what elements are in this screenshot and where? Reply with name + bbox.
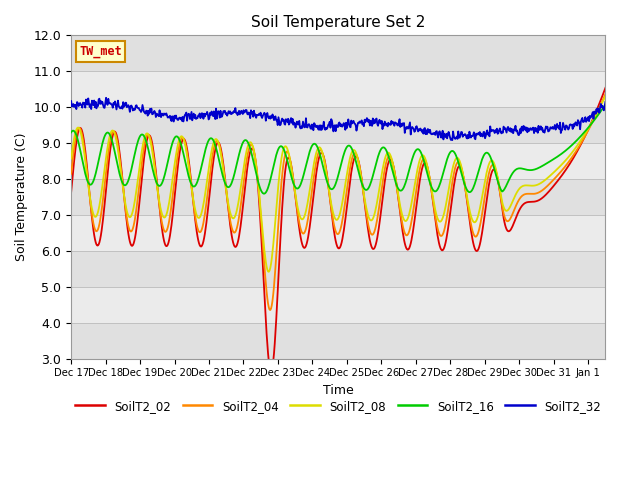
SoilT2_32 bbox=[215, 110, 223, 116]
Line: SoilT2_08: SoilT2_08 bbox=[71, 96, 605, 272]
SoilT2_04 bbox=[67, 171, 75, 177]
SoilT2_08 bbox=[77, 130, 84, 136]
Line: SoilT2_04: SoilT2_04 bbox=[71, 94, 605, 310]
SoilT2_32 bbox=[419, 131, 427, 136]
Bar bbox=[71, 143, 605, 179]
SoilT2_02 bbox=[67, 189, 75, 195]
Bar bbox=[71, 36, 605, 71]
SoilT2_02 bbox=[186, 168, 194, 174]
SoilT2_08 bbox=[404, 216, 412, 221]
SoilT2_04 bbox=[77, 127, 84, 133]
Text: TW_met: TW_met bbox=[79, 45, 122, 58]
SoilT2_16 bbox=[214, 154, 222, 159]
SoilT2_02 bbox=[132, 230, 140, 236]
SoilT2_08 bbox=[132, 192, 140, 197]
SoilT2_16 bbox=[67, 130, 75, 135]
SoilT2_02 bbox=[602, 85, 609, 91]
Line: SoilT2_16: SoilT2_16 bbox=[71, 105, 605, 193]
SoilT2_32 bbox=[187, 113, 195, 119]
Line: SoilT2_32: SoilT2_32 bbox=[71, 98, 605, 140]
SoilT2_16 bbox=[132, 146, 140, 152]
SoilT2_32 bbox=[67, 98, 75, 104]
SoilT2_04 bbox=[404, 232, 412, 238]
X-axis label: Time: Time bbox=[323, 384, 354, 397]
SoilT2_04 bbox=[266, 307, 274, 313]
SoilT2_08 bbox=[186, 174, 194, 180]
SoilT2_16 bbox=[186, 178, 194, 184]
Bar bbox=[71, 107, 605, 143]
SoilT2_32 bbox=[404, 126, 412, 132]
SoilT2_32 bbox=[132, 102, 140, 108]
SoilT2_16 bbox=[260, 191, 268, 196]
SoilT2_32 bbox=[102, 95, 110, 101]
SoilT2_04 bbox=[132, 211, 140, 216]
SoilT2_32 bbox=[449, 137, 456, 143]
SoilT2_02 bbox=[267, 369, 275, 374]
Line: SoilT2_02: SoilT2_02 bbox=[71, 88, 605, 372]
SoilT2_02 bbox=[419, 162, 427, 168]
SoilT2_04 bbox=[214, 139, 222, 145]
SoilT2_02 bbox=[404, 247, 412, 252]
SoilT2_08 bbox=[265, 269, 273, 275]
Bar bbox=[71, 251, 605, 287]
SoilT2_02 bbox=[214, 140, 222, 145]
SoilT2_16 bbox=[602, 102, 609, 108]
SoilT2_04 bbox=[186, 172, 194, 178]
SoilT2_08 bbox=[419, 153, 427, 158]
Title: Soil Temperature Set 2: Soil Temperature Set 2 bbox=[251, 15, 426, 30]
Legend: SoilT2_02, SoilT2_04, SoilT2_08, SoilT2_16, SoilT2_32: SoilT2_02, SoilT2_04, SoilT2_08, SoilT2_… bbox=[70, 395, 606, 417]
SoilT2_08 bbox=[214, 140, 222, 145]
SoilT2_04 bbox=[602, 91, 609, 97]
Bar bbox=[71, 215, 605, 251]
Bar bbox=[71, 287, 605, 323]
SoilT2_04 bbox=[419, 156, 427, 162]
SoilT2_16 bbox=[77, 150, 84, 156]
SoilT2_32 bbox=[602, 99, 609, 105]
SoilT2_32 bbox=[77, 102, 84, 108]
SoilT2_08 bbox=[67, 156, 75, 161]
SoilT2_16 bbox=[419, 156, 427, 162]
SoilT2_16 bbox=[404, 172, 412, 178]
SoilT2_02 bbox=[77, 125, 84, 131]
Bar bbox=[71, 179, 605, 215]
Y-axis label: Soil Temperature (C): Soil Temperature (C) bbox=[15, 132, 28, 261]
SoilT2_08 bbox=[602, 93, 609, 99]
Bar bbox=[71, 71, 605, 107]
Bar bbox=[71, 323, 605, 359]
